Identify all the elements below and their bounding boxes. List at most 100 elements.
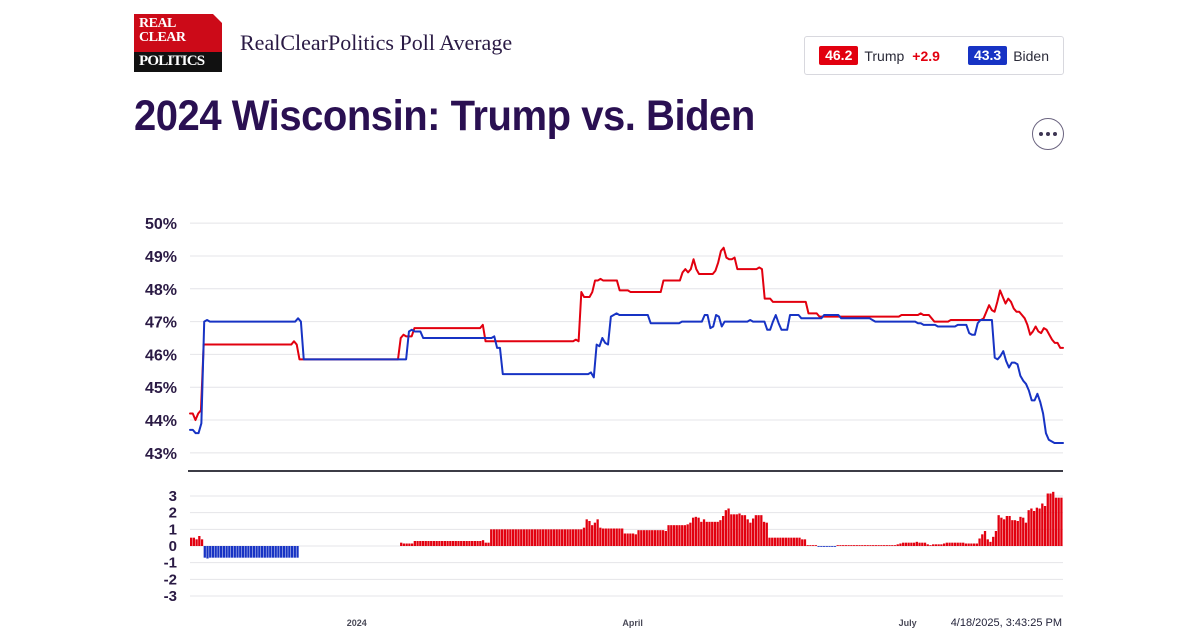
spread-bar — [942, 543, 946, 546]
spread-bar — [809, 545, 812, 546]
spread-bar — [1000, 517, 1003, 546]
spread-bar — [757, 515, 760, 546]
spread-bar — [541, 529, 545, 546]
spread-bar — [983, 531, 987, 546]
spread-bar — [623, 533, 627, 546]
spread-bar — [435, 541, 438, 546]
spread-bar — [694, 516, 697, 546]
spread-bar — [929, 545, 932, 546]
spread-bar — [967, 543, 970, 546]
spread-bar — [282, 546, 286, 558]
spread-bar — [746, 519, 749, 546]
y-axis-tick: 45% — [145, 380, 177, 397]
spread-bar — [225, 546, 228, 558]
spread-bar — [716, 521, 719, 546]
spread-bar — [514, 529, 517, 546]
spread-bar — [814, 545, 818, 546]
spread-bar — [214, 546, 217, 558]
spread-y-axis-tick: 2 — [169, 505, 177, 522]
spread-bar — [293, 546, 296, 558]
spread-bar — [940, 544, 943, 546]
spread-bar — [258, 546, 261, 558]
spread-bar — [964, 543, 968, 546]
spread-bar — [918, 542, 921, 546]
spread-bar — [421, 541, 425, 546]
spread-bar — [817, 546, 820, 547]
spread-bar — [724, 510, 727, 546]
main-gridlines — [190, 222, 1063, 454]
spread-bar — [803, 539, 807, 546]
spread-bar — [910, 542, 913, 546]
spread-bar — [621, 528, 624, 546]
spread-bar — [708, 521, 711, 546]
spread-bar — [951, 542, 954, 546]
spread-bar — [1013, 520, 1017, 546]
spread-bar — [509, 529, 512, 546]
spread-bar — [473, 541, 476, 546]
spread-bar — [642, 530, 646, 546]
spread-bar — [206, 546, 209, 559]
spread-bar — [533, 529, 537, 546]
spread-bar — [751, 518, 755, 546]
spread-y-axis-tick: -3 — [164, 588, 177, 605]
brand-title: RealClearPolitics Poll Average — [240, 30, 513, 55]
spread-bar — [833, 546, 837, 547]
spread-bar — [907, 542, 910, 546]
spread-bar — [492, 529, 496, 546]
spread-bar — [495, 529, 498, 546]
spread-bar — [825, 546, 828, 547]
spread-bar — [994, 531, 998, 546]
spread-bars — [190, 491, 1063, 559]
spread-bar — [713, 521, 717, 546]
spread-bar — [822, 546, 826, 547]
spread-bar — [896, 544, 899, 546]
spread-bar — [427, 541, 430, 546]
legend-item-trump[interactable]: 46.2 Trump +2.9 — [819, 45, 940, 66]
spread-bar — [419, 541, 422, 546]
spread-bar — [675, 525, 678, 546]
spread-bar — [558, 529, 561, 546]
spread-bar — [667, 525, 670, 546]
logo-corner-fold — [213, 14, 222, 23]
spread-bar — [1057, 497, 1060, 546]
spread-bar — [280, 546, 283, 558]
biden-value-chip: 43.3 — [967, 45, 1008, 66]
spread-bar — [547, 529, 550, 546]
spread-bar — [471, 541, 474, 546]
spread-bar — [893, 545, 897, 546]
spread-bar — [271, 546, 275, 558]
spread-bar — [563, 529, 567, 546]
spread-bar — [585, 519, 588, 546]
spread-bar — [956, 542, 959, 546]
spread-bar — [872, 545, 875, 546]
ellipsis-icon[interactable] — [1032, 118, 1064, 150]
spread-bar — [239, 546, 242, 558]
spread-bar — [1024, 522, 1028, 546]
spread-bar — [921, 542, 924, 546]
spread-bar — [588, 521, 591, 546]
spread-bar — [607, 528, 610, 546]
spread-bar — [749, 522, 752, 546]
spread-bar — [702, 519, 706, 546]
spread-bar — [899, 543, 902, 546]
legend-item-biden[interactable]: 43.3 Biden — [967, 45, 1049, 66]
spread-bar — [697, 517, 700, 546]
spread-bar — [577, 529, 580, 546]
spread-bar — [481, 540, 485, 546]
spread-bar — [222, 546, 226, 558]
spread-bar — [596, 519, 599, 546]
spread-bar — [285, 546, 288, 558]
spread-y-axis-tick: -1 — [164, 555, 177, 572]
spread-bar — [659, 530, 662, 546]
spread-gridlines — [190, 495, 1063, 597]
spread-bar — [874, 545, 878, 546]
spread-bar — [760, 515, 763, 546]
spread-bar — [476, 541, 479, 546]
spread-bar — [490, 529, 493, 546]
spread-bar — [408, 543, 411, 546]
poll-average-chart[interactable]: 50% 49% 48% 47% 46% 45% 44% 43% 3 2 1 0 -1 -2 -3 2024… — [0, 186, 1200, 630]
spread-bar — [831, 546, 834, 547]
spread-bar — [610, 528, 613, 546]
logo-text-real: REAL — [139, 16, 176, 31]
